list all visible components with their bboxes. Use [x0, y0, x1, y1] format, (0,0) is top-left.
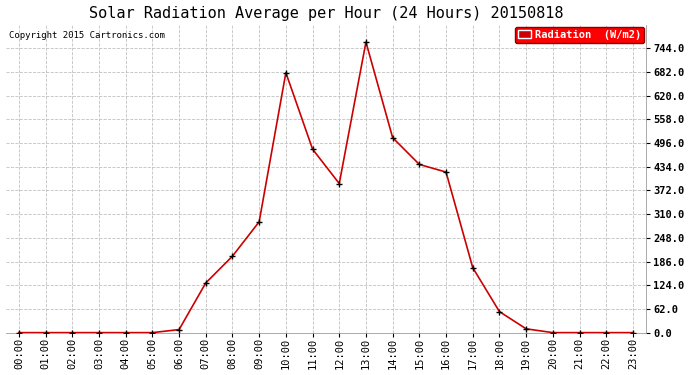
- Text: Copyright 2015 Cartronics.com: Copyright 2015 Cartronics.com: [9, 31, 165, 40]
- Legend: Radiation  (W/m2): Radiation (W/m2): [515, 27, 644, 43]
- Title: Solar Radiation Average per Hour (24 Hours) 20150818: Solar Radiation Average per Hour (24 Hou…: [88, 6, 563, 21]
